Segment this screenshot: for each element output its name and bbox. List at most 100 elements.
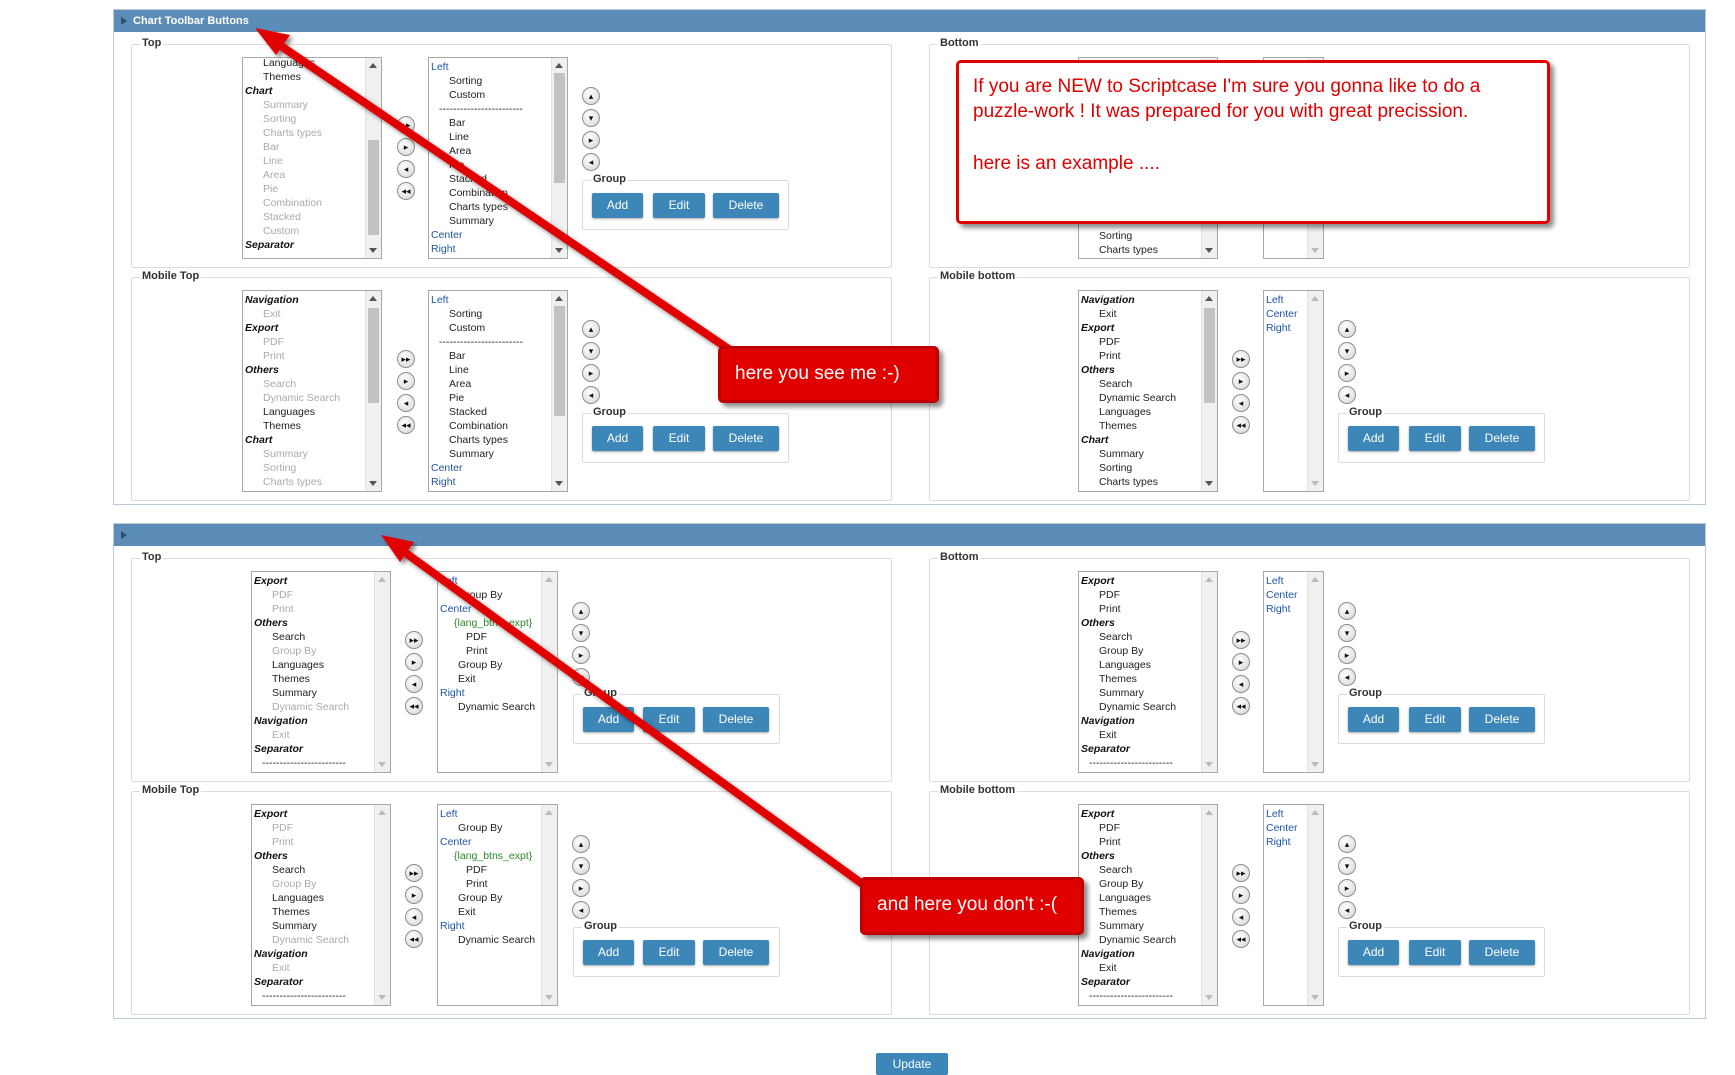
edit-button[interactable]: Edit xyxy=(653,426,705,451)
list-option[interactable]: Dynamic Search xyxy=(458,701,536,713)
list-option[interactable]: Export xyxy=(254,575,288,587)
list-option[interactable]: Right xyxy=(1266,836,1291,848)
list-option[interactable]: Themes xyxy=(272,906,310,918)
list-option[interactable]: Combination xyxy=(449,187,508,199)
move-up-icon[interactable]: ▴ xyxy=(1338,320,1356,338)
list-option[interactable]: {lang_btns_expt} xyxy=(454,617,533,629)
list-option[interactable]: Others xyxy=(254,617,288,629)
list-option[interactable]: Right xyxy=(1266,322,1291,334)
add-button[interactable]: Add xyxy=(592,426,643,451)
list-option[interactable]: Print xyxy=(272,836,294,848)
list-option[interactable]: Languages xyxy=(272,892,324,904)
available-buttons-list[interactable]: Navigation Exit Export PDF Print Others Search… xyxy=(242,290,382,492)
list-option[interactable]: Group By xyxy=(1099,645,1144,657)
list-option[interactable]: Separator xyxy=(254,743,304,755)
list-option[interactable]: Combination xyxy=(449,420,508,432)
list-option[interactable]: Exit xyxy=(1099,729,1117,741)
list-option[interactable]: Themes xyxy=(272,673,310,685)
list-option[interactable]: Print xyxy=(1099,350,1121,362)
update-button[interactable]: Update xyxy=(876,1053,948,1075)
list-option[interactable]: Bar xyxy=(449,350,466,362)
delete-button[interactable]: Delete xyxy=(703,940,769,965)
scrollbar[interactable] xyxy=(1201,291,1217,491)
list-option[interactable]: Group By xyxy=(458,822,503,834)
list-option[interactable]: Custom xyxy=(263,225,300,237)
move-left-icon[interactable]: ◂ xyxy=(1338,668,1356,686)
edit-button[interactable]: Edit xyxy=(653,193,705,218)
list-option[interactable]: Print xyxy=(466,878,488,890)
move-all-left-icon[interactable]: ◂◂ xyxy=(405,697,423,715)
list-option[interactable]: Search xyxy=(263,378,297,390)
list-option[interactable]: Group By xyxy=(458,589,503,601)
list-option[interactable]: Print xyxy=(263,350,285,362)
list-option[interactable]: Export xyxy=(1081,322,1115,334)
edit-button[interactable]: Edit xyxy=(1409,940,1461,965)
list-option[interactable]: Languages xyxy=(1099,892,1151,904)
list-option[interactable]: Separator xyxy=(245,239,295,251)
list-option[interactable]: PDF xyxy=(263,336,284,348)
list-option[interactable]: Area xyxy=(449,378,472,390)
scrollbar[interactable] xyxy=(1201,572,1217,772)
list-option[interactable]: Sorting xyxy=(449,75,483,87)
scrollbar[interactable] xyxy=(541,572,557,772)
move-right-icon[interactable]: ▸ xyxy=(397,138,415,156)
move-right-icon[interactable]: ▸ xyxy=(572,646,590,664)
scrollbar[interactable] xyxy=(365,58,381,258)
move-all-right-icon[interactable]: ▸▸ xyxy=(1232,864,1250,882)
list-option[interactable]: Pie xyxy=(263,183,279,195)
move-all-left-icon[interactable]: ◂◂ xyxy=(405,930,423,948)
selected-buttons-list[interactable]: Left Group By Center {lang_btns_expt} PDF Pri… xyxy=(437,571,558,773)
list-option[interactable]: Exit xyxy=(272,962,290,974)
list-option[interactable]: Summary xyxy=(263,448,308,460)
move-up-icon[interactable]: ▴ xyxy=(1338,835,1356,853)
list-option[interactable]: Sorting xyxy=(1099,230,1133,242)
list-option[interactable]: Left xyxy=(431,294,449,306)
list-option[interactable]: Chart xyxy=(245,434,273,446)
available-buttons-list[interactable]: Export PDF Print Others Search Group By Langua… xyxy=(1078,804,1218,1006)
list-option[interactable]: Dynamic Search xyxy=(1099,701,1177,713)
list-option[interactable]: Print xyxy=(272,603,294,615)
move-all-left-icon[interactable]: ◂◂ xyxy=(397,182,415,200)
list-option[interactable]: ------------------------ xyxy=(1089,990,1173,1002)
collapse-triangle-icon[interactable] xyxy=(121,531,127,540)
add-button[interactable]: Add xyxy=(583,940,634,965)
list-option[interactable]: Center xyxy=(1266,308,1298,320)
move-down-icon[interactable]: ▾ xyxy=(1338,857,1356,875)
move-left-icon[interactable]: ◂ xyxy=(572,668,590,686)
move-down-icon[interactable]: ▾ xyxy=(582,109,600,127)
list-option[interactable]: Themes xyxy=(263,420,301,432)
list-option[interactable]: Export xyxy=(254,808,288,820)
add-button[interactable]: Add xyxy=(1348,707,1399,732)
list-option[interactable]: Line xyxy=(449,131,469,143)
list-option[interactable]: Chart xyxy=(1081,434,1109,446)
list-option[interactable]: Custom xyxy=(449,89,486,101)
list-option[interactable]: Themes xyxy=(1099,673,1137,685)
list-option[interactable]: Themes xyxy=(1099,906,1137,918)
list-option[interactable]: PDF xyxy=(272,822,293,834)
list-option[interactable]: Sorting xyxy=(1099,462,1133,474)
list-option[interactable]: Exit xyxy=(458,673,476,685)
move-all-right-icon[interactable]: ▸▸ xyxy=(397,350,415,368)
list-option[interactable]: Stacked xyxy=(449,173,487,185)
list-option[interactable]: PDF xyxy=(466,631,487,643)
list-option[interactable]: Exit xyxy=(272,729,290,741)
move-left-icon[interactable]: ◂ xyxy=(582,153,600,171)
list-option[interactable]: Right xyxy=(440,920,465,932)
list-option[interactable]: Export xyxy=(1081,575,1115,587)
list-option[interactable]: Custom xyxy=(449,322,486,334)
move-up-icon[interactable]: ▴ xyxy=(1338,602,1356,620)
list-option[interactable]: Others xyxy=(1081,850,1115,862)
selected-buttons-list[interactable]: Left Center Right xyxy=(1263,571,1324,773)
move-right-icon[interactable]: ▸ xyxy=(1232,653,1250,671)
move-all-right-icon[interactable]: ▸▸ xyxy=(405,864,423,882)
list-option[interactable]: Bar xyxy=(449,117,466,129)
move-right-icon[interactable]: ▸ xyxy=(572,879,590,897)
list-option[interactable]: Languages xyxy=(1099,659,1151,671)
list-option[interactable]: Bar xyxy=(263,141,280,153)
list-option[interactable]: Dynamic Search xyxy=(458,934,536,946)
selected-buttons-list[interactable]: Left Center Right xyxy=(1263,804,1324,1006)
move-left-icon[interactable]: ◂ xyxy=(572,901,590,919)
list-option[interactable]: Charts types xyxy=(449,201,508,213)
available-buttons-list[interactable]: Languages Themes Chart Summary Sorting Charts… xyxy=(242,57,382,259)
move-right-icon[interactable]: ▸ xyxy=(1338,879,1356,897)
